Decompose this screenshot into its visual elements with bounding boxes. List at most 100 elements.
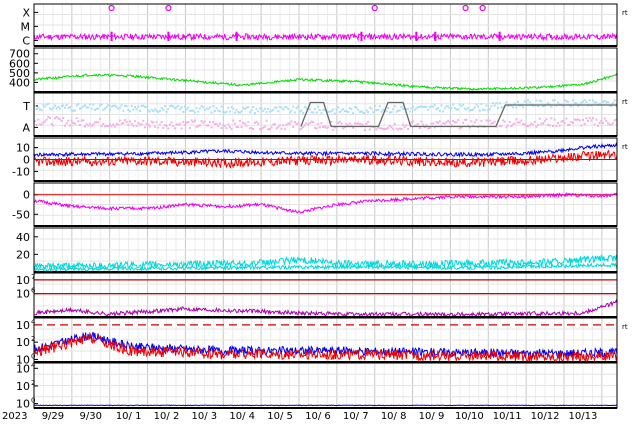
series-point (275, 106, 278, 109)
series-point (168, 105, 171, 108)
series-point (402, 108, 405, 111)
series-point (178, 108, 181, 111)
series-point (538, 117, 541, 120)
series-point (450, 107, 453, 110)
series-point (333, 126, 336, 129)
series-point (295, 107, 298, 110)
series-point (605, 101, 608, 104)
series-point (573, 102, 576, 105)
series-point (360, 110, 363, 113)
series-point (433, 126, 436, 129)
chart-frame (33, 3, 618, 409)
series-point (315, 127, 318, 130)
series-point (130, 122, 133, 125)
series-point (298, 110, 301, 113)
y-tick-label: 10 (16, 353, 30, 366)
series-point (345, 110, 348, 113)
series-point (432, 105, 435, 108)
series-point (407, 128, 410, 131)
series-point (170, 104, 173, 107)
series-point (400, 106, 403, 109)
series-point (493, 104, 496, 107)
series-point (267, 108, 270, 111)
panel-index: 0-50 (12, 189, 618, 221)
series-point (193, 111, 196, 114)
x-day-label: 9/29 (42, 411, 64, 422)
series-point (158, 123, 161, 126)
series-point (543, 120, 546, 123)
series-point (167, 107, 170, 110)
series-point (422, 123, 425, 126)
series-point (202, 121, 205, 124)
series-point (37, 106, 40, 109)
series-point (253, 112, 256, 115)
y-tick-label: 700 (9, 48, 30, 61)
series-point (242, 106, 245, 109)
series-point (580, 101, 583, 104)
series-point (363, 112, 366, 115)
series-point (248, 111, 251, 114)
series-line (33, 149, 618, 169)
series-point (487, 108, 490, 111)
series-point (163, 105, 166, 108)
series-point (227, 106, 230, 109)
series-point (82, 119, 85, 122)
series-point (583, 122, 586, 125)
series-point (127, 109, 130, 112)
series-point (423, 105, 426, 108)
series-point (488, 108, 491, 111)
series-point (132, 108, 135, 111)
series-point (360, 123, 363, 126)
series-point (378, 127, 381, 130)
series-point (252, 106, 255, 109)
series-point (142, 104, 145, 107)
series-point (535, 99, 538, 102)
series-point (420, 105, 423, 108)
series-point (437, 107, 440, 110)
series-point (275, 127, 278, 130)
series-point (518, 121, 521, 124)
series-point (500, 106, 503, 109)
series-point (490, 105, 493, 108)
series-line (34, 73, 618, 91)
series-point (40, 123, 43, 126)
flare-marker (479, 4, 486, 12)
series-point (190, 119, 193, 122)
series-point (455, 108, 458, 111)
series-point (192, 120, 195, 123)
x-day-label: 10/ 2 (154, 411, 180, 422)
series-point (588, 116, 591, 119)
series-point (257, 122, 260, 125)
series-point (232, 119, 235, 122)
series-point (458, 127, 461, 130)
series-point (195, 107, 198, 110)
series-point (83, 125, 86, 128)
series-point (155, 121, 158, 124)
x-day-label: 10/ 7 (343, 411, 369, 422)
series-point (207, 107, 210, 110)
series-point (257, 110, 260, 113)
series-point (460, 126, 463, 129)
series-point (562, 105, 565, 108)
series-point (300, 127, 303, 130)
series-point (502, 106, 505, 109)
series-point (115, 105, 118, 108)
series-point (73, 109, 76, 112)
series-point (197, 110, 200, 113)
series-point (392, 128, 395, 131)
series-point (282, 108, 285, 111)
series-point (238, 111, 241, 114)
series-point (188, 109, 191, 112)
series-point (50, 123, 53, 126)
series-point (557, 101, 560, 104)
series-point (400, 128, 403, 131)
series-point (107, 124, 110, 127)
series-point (123, 104, 126, 107)
series-point (318, 126, 321, 129)
unit-mark: rt (622, 143, 628, 151)
series-line (33, 331, 618, 359)
series-point (473, 106, 476, 109)
series-point (183, 105, 186, 108)
series-point (165, 125, 168, 128)
series-point (498, 125, 501, 128)
